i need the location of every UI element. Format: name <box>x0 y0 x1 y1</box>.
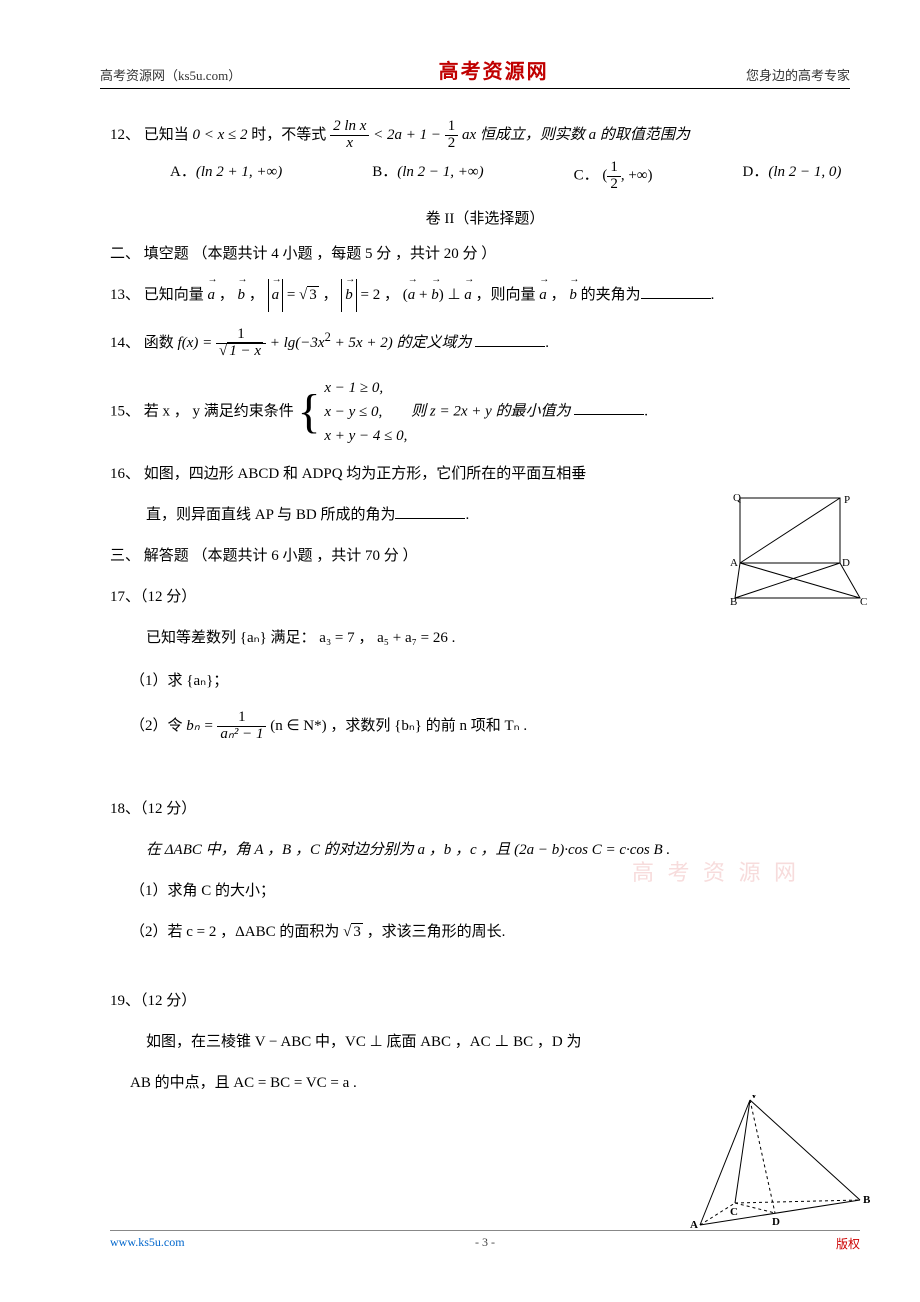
q12-frac1: 2 ln x x <box>330 119 369 152</box>
svg-text:P: P <box>844 494 850 506</box>
page-footer: www.ks5u.com - 3 - 版权 <box>110 1230 860 1252</box>
svg-text:B: B <box>730 596 737 608</box>
footer-right: 版权 <box>836 1235 860 1252</box>
svg-text:D: D <box>772 1216 780 1228</box>
question-19: 19、（12 分） <box>110 985 860 1018</box>
vec-b-icon: b <box>238 279 246 312</box>
question-15: 15、 若 x ， y 满足约束条件 { x − 1 ≥ 0, x − y ≤ … <box>110 376 860 448</box>
blank-13 <box>641 285 711 299</box>
figure-19: V A B C D <box>680 1095 880 1230</box>
question-18: 18、（12 分） <box>110 793 860 826</box>
blank-16 <box>395 505 465 519</box>
svg-text:D: D <box>842 557 850 569</box>
svg-text:V: V <box>750 1095 758 1101</box>
q15-system: x − 1 ≥ 0, x − y ≤ 0, x + y − 4 ≤ 0, <box>324 376 407 448</box>
svg-text:A: A <box>730 557 738 569</box>
q12-frac2: 1 2 <box>445 119 459 152</box>
question-12: 12、 已知当 0 < x ≤ 2 时，不等式 2 ln x x < 2a + … <box>110 119 860 152</box>
svg-text:B: B <box>863 1194 871 1206</box>
header-right: 您身边的高考专家 <box>746 65 850 84</box>
blank-14 <box>475 333 545 347</box>
section2-title: 卷 II（非选择题） <box>110 207 860 228</box>
page-number: - 3 - <box>475 1235 495 1250</box>
question-14: 14、 函数 f(x) = 1 √1 − x + lg(−3x2 + 5x + … <box>110 324 860 360</box>
question-13: 13、 已知向量 a ， b ， a = √3 ， b = 2 ， (a + b… <box>110 279 860 312</box>
svg-text:Q: Q <box>733 493 741 504</box>
q12-optD: D．(ln 2 − 1, 0) <box>743 160 842 193</box>
page-header: 高考资源网（ks5u.com） 高考资源网 您身边的高考专家 <box>100 55 850 89</box>
header-left: 高考资源网（ks5u.com） <box>100 65 241 84</box>
header-center: 高考资源网 <box>439 55 549 84</box>
footer-link[interactable]: www.ks5u.com <box>110 1235 185 1252</box>
q12-optC: C． (12, +∞) <box>574 160 653 193</box>
q12-optB: B．(ln 2 − 1, +∞) <box>372 160 483 193</box>
watermark: 高 考 资 源 网 <box>632 855 800 887</box>
vec-a-icon: a <box>208 279 216 312</box>
question-16: 16、 如图，四边形 ABCD 和 ADPQ 均为正方形，它们所在的平面互相垂 <box>110 458 860 491</box>
brace-icon: { <box>298 388 321 436</box>
q12-options: A．(ln 2 + 1, +∞) B．(ln 2 − 1, +∞) C． (12… <box>110 160 860 193</box>
svg-text:C: C <box>860 596 867 608</box>
section2-sub: 二、 填空题 （本题共计 4 小题 ，每题 5 分 ，共计 20 分 ） <box>110 238 860 271</box>
svg-text:A: A <box>690 1219 698 1230</box>
figure-16: Q P A D B C <box>730 493 870 608</box>
q12-num: 12、 <box>110 127 140 143</box>
blank-15 <box>574 401 644 415</box>
q12-optA: A．(ln 2 + 1, +∞) <box>170 160 282 193</box>
svg-text:C: C <box>730 1206 738 1218</box>
